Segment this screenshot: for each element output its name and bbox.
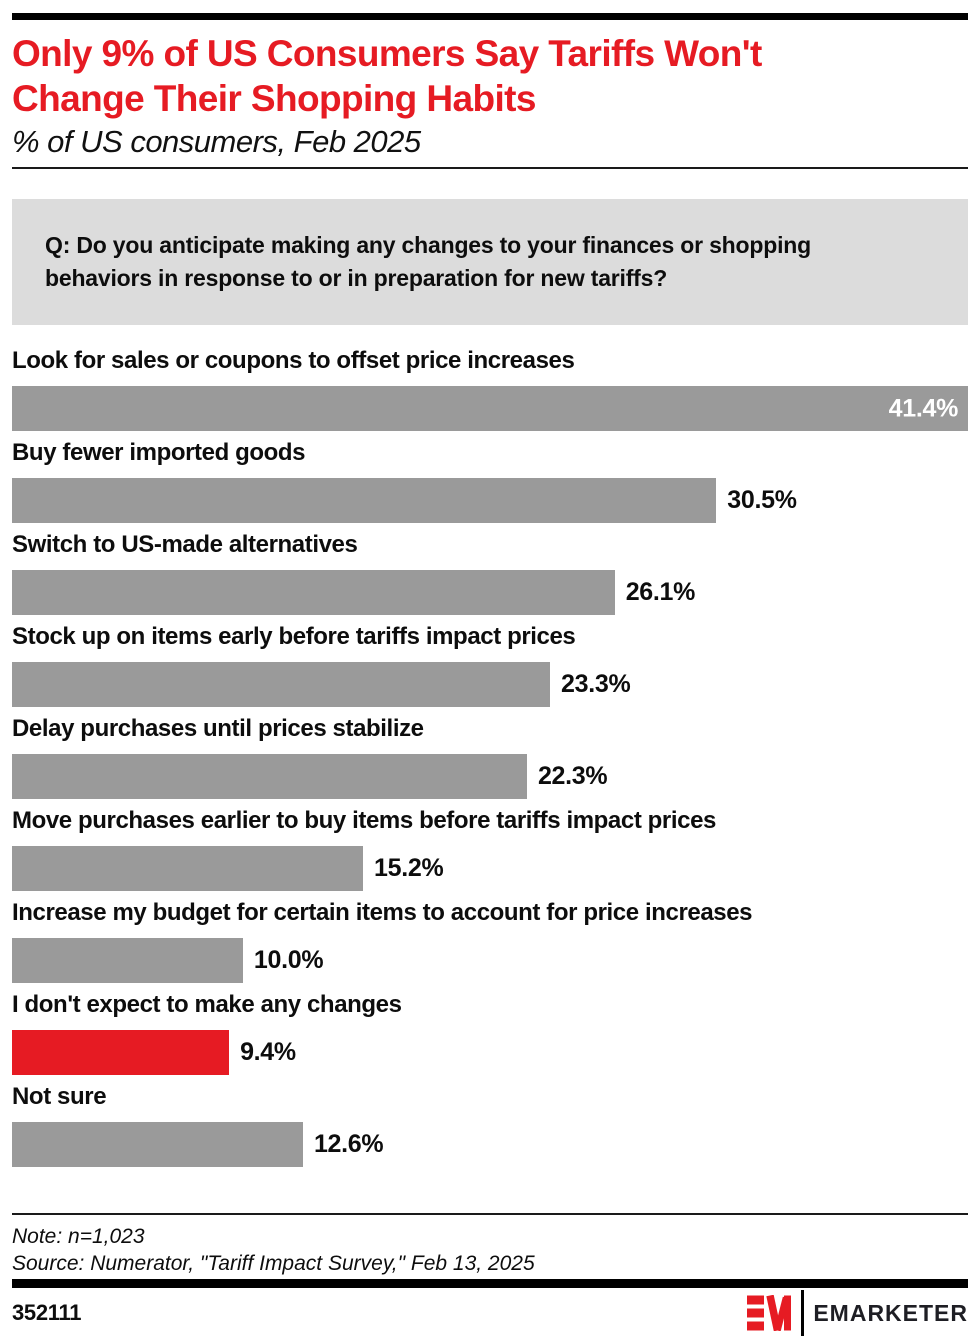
logo-separator <box>801 1290 805 1336</box>
bar <box>12 846 363 891</box>
bar-track: 10.0% <box>12 938 968 983</box>
bar <box>12 662 551 707</box>
bar-track: 23.3% <box>12 662 968 707</box>
bar-value-label: 26.1% <box>625 578 696 606</box>
bar <box>12 754 527 799</box>
bar-row: Buy fewer imported goods 30.5% <box>12 439 968 523</box>
bar-category-label: Move purchases earlier to buy items befo… <box>12 807 716 834</box>
page-title: Only 9% of US Consumers Say Tariffs Won'… <box>12 31 968 121</box>
bar-row: Delay purchases until prices stabilize 22… <box>12 715 968 799</box>
bar-row: Increase my budget for certain items to … <box>12 899 968 983</box>
chart-page: Only 9% of US Consumers Say Tariffs Won'… <box>0 13 980 1336</box>
bar-category-label: Delay purchases until prices stabilize <box>12 715 424 742</box>
bar-category-label: Not sure <box>12 1083 107 1110</box>
bar-value-label: 41.4% <box>888 394 959 422</box>
bar-category-label: Buy fewer imported goods <box>12 439 306 466</box>
bar-track: 9.4% <box>12 1030 968 1075</box>
bar-row: Not sure 12.6% <box>12 1083 968 1167</box>
source-line: Source: Numerator, "Tariff Impact Survey… <box>12 1252 535 1275</box>
bar <box>12 478 717 523</box>
bar-row: Move purchases earlier to buy items befo… <box>12 807 968 891</box>
footer-row: 352111 EMARKETER <box>12 1290 968 1336</box>
page-subtitle: % of US consumers, Feb 2025 <box>12 124 421 159</box>
bar: 41.4% <box>12 386 968 431</box>
bar-category-label: Look for sales or coupons to offset pric… <box>12 347 575 374</box>
brand-wordmark: EMARKETER <box>813 1299 968 1326</box>
bar-chart: Look for sales or coupons to offset pric… <box>12 347 968 1167</box>
bar-category-label: Increase my budget for certain items to … <box>12 899 753 926</box>
page-title-line1: Only 9% of US Consumers Say Tariffs Won'… <box>12 33 762 74</box>
emarketer-logo-mark <box>747 1295 792 1331</box>
bar <box>12 1122 303 1167</box>
notes-block: Note: n=1,023 Source: Numerator, "Tariff… <box>12 1223 968 1277</box>
notes-divider <box>12 1213 968 1215</box>
bar-category-label: Stock up on items early before tariffs i… <box>12 623 576 650</box>
bar-value-label: 10.0% <box>253 946 324 974</box>
note-line: Note: n=1,023 <box>12 1225 145 1248</box>
bar-row: Switch to US-made alternatives 26.1% <box>12 531 968 615</box>
header-divider <box>12 167 968 169</box>
bar-category-label: Switch to US-made alternatives <box>12 531 358 558</box>
bar-value-label: 15.2% <box>373 854 444 882</box>
bar-value-label: 12.6% <box>313 1130 384 1158</box>
emarketer-logo: EMARKETER <box>747 1290 968 1336</box>
bar-track: 22.3% <box>12 754 968 799</box>
bar-value-label: 30.5% <box>727 486 797 514</box>
bar-row: Look for sales or coupons to offset pric… <box>12 347 968 431</box>
page-title-line2: Change Their Shopping Habits <box>12 78 536 119</box>
bar-track: 41.4% <box>12 386 968 431</box>
bar-track: 30.5% <box>12 478 968 523</box>
bar-value-label: 22.3% <box>537 762 608 790</box>
bar-track: 26.1% <box>12 570 968 615</box>
bar-row: I don't expect to make any changes 9.4% <box>12 991 968 1075</box>
bar-track: 15.2% <box>12 846 968 891</box>
top-rule <box>12 13 968 20</box>
bar <box>12 938 243 983</box>
footer-bar <box>12 1279 968 1288</box>
bar-category-label: I don't expect to make any changes <box>12 991 402 1018</box>
bar <box>12 570 615 615</box>
bar-row: Stock up on items early before tariffs i… <box>12 623 968 707</box>
bar <box>12 1030 230 1075</box>
bar-track: 12.6% <box>12 1122 968 1167</box>
bar-value-label: 23.3% <box>561 670 631 698</box>
chart-id: 352111 <box>12 1300 82 1325</box>
bar-value-label: 9.4% <box>240 1038 296 1066</box>
survey-question-box: Q: Do you anticipate making any changes … <box>12 199 968 325</box>
